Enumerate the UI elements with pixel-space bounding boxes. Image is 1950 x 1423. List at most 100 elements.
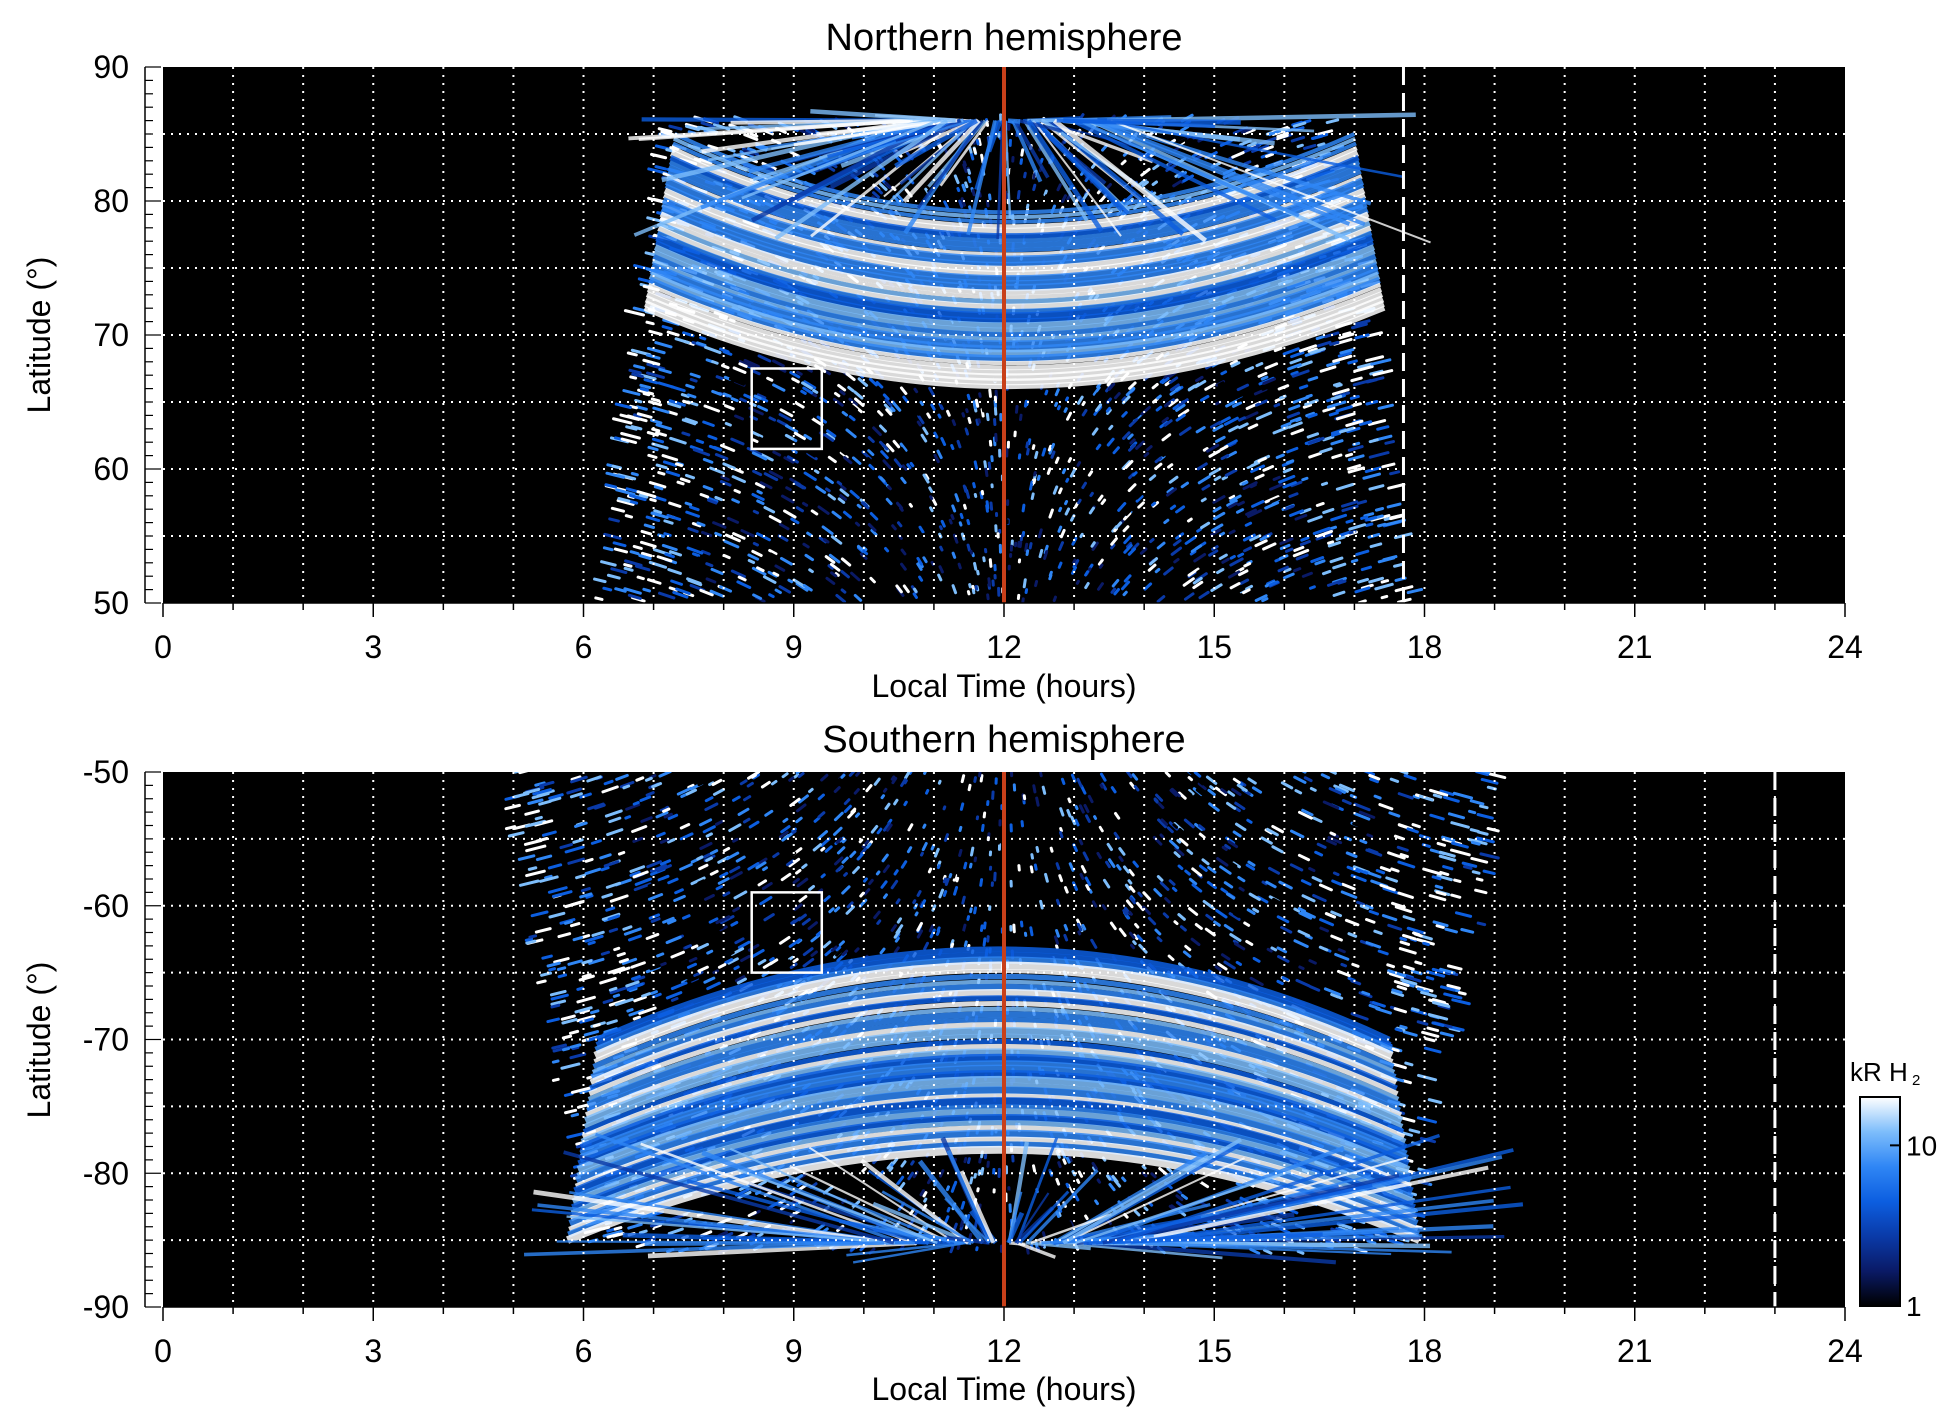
auroral-arc <box>595 951 1392 1048</box>
y-axis-label: Latitude (°) <box>21 257 57 414</box>
polar-streak <box>917 1159 985 1245</box>
x-tick-label: 0 <box>154 1333 172 1369</box>
y-tick-label: -80 <box>83 1155 129 1191</box>
auroral-arc <box>657 225 1372 310</box>
auroral-arc <box>571 1108 1416 1206</box>
auroral-arc <box>653 244 1376 329</box>
auroral-arc <box>579 1053 1408 1152</box>
polar-streak <box>638 119 913 141</box>
polar-streak <box>1007 118 1021 124</box>
auroral-arc <box>573 1097 1414 1195</box>
auroral-arc <box>656 230 1373 314</box>
auroral-arc <box>661 197 1368 282</box>
y-tick-label: 60 <box>93 451 129 487</box>
x-axis-label: Local Time (hours) <box>872 668 1137 704</box>
polar-streak <box>1018 118 1063 133</box>
x-tick-label: 6 <box>575 1333 593 1369</box>
polar-streak <box>1007 1191 1023 1244</box>
panel-title: Northern hemisphere <box>826 17 1183 59</box>
polar-streak <box>1130 1185 1511 1245</box>
polar-streak <box>1077 118 1300 218</box>
y-tick-label: -70 <box>83 1022 129 1058</box>
auroral-arc <box>659 216 1370 300</box>
polar-streak <box>533 1189 887 1246</box>
auroral-arc <box>648 276 1381 362</box>
auroral-arc <box>661 202 1368 286</box>
auroral-arc <box>579 1060 1408 1156</box>
polar-streak <box>741 119 939 200</box>
highlight-box <box>750 367 824 451</box>
auroral-arc <box>569 1125 1418 1222</box>
axes: 0 3 6 9 12 15 18 21 24 50 60 70 80 90 <box>93 49 1862 665</box>
polar-streak <box>1052 118 1208 243</box>
polar-streak <box>1054 1154 1209 1244</box>
polar-streak <box>966 120 997 236</box>
auroral-arc <box>594 956 1393 1054</box>
auroral-arc <box>667 164 1362 249</box>
auroral-arc <box>654 240 1375 324</box>
x-tick-label: 21 <box>1617 1333 1653 1369</box>
auroral-arc <box>574 1093 1413 1188</box>
polar-streak <box>750 118 943 223</box>
x-tick-label: 18 <box>1407 1333 1443 1369</box>
auroral-arc <box>586 1017 1401 1113</box>
polar-streak <box>1006 1211 1025 1244</box>
polar-streak <box>872 1201 973 1245</box>
auroral-arc <box>578 1064 1409 1163</box>
polar-streak <box>1110 119 1431 244</box>
x-tick-label: 18 <box>1407 629 1443 665</box>
southern-hemisphere-panel: 0 3 6 9 12 15 18 21 24 -90 -80 -70 -60 -50 Southern he… <box>21 719 1863 1407</box>
polar-streak <box>1026 1168 1099 1244</box>
polar-streak <box>1004 120 1012 219</box>
polar-streak <box>1115 1241 1452 1254</box>
polar-streak <box>810 119 957 238</box>
auroral-arc <box>568 1129 1419 1228</box>
x-tick-label: 15 <box>1196 629 1232 665</box>
polar-streak <box>881 119 975 210</box>
polar-streak <box>1071 118 1277 222</box>
auroral-arc <box>662 192 1367 277</box>
axes: 0 3 6 9 12 15 18 21 24 -90 -80 -70 -60 -50 <box>83 754 1863 1369</box>
y-axis-label: Latitude (°) <box>21 962 57 1119</box>
polar-streak <box>1133 1202 1524 1245</box>
y-tick-label: 50 <box>93 585 129 621</box>
polar-streak <box>902 119 981 203</box>
auroral-arc <box>650 262 1379 349</box>
auroral-arc <box>590 983 1397 1081</box>
polar-streak <box>1095 118 1372 206</box>
colorbar-tick-label: 10 <box>1906 1130 1937 1161</box>
x-axis-label: Local Time (hours) <box>872 1371 1137 1407</box>
auroral-arc <box>651 258 1378 342</box>
auroral-arc <box>588 1000 1399 1096</box>
auroral-arc <box>573 1104 1414 1199</box>
polar-streak <box>1013 119 1050 179</box>
auroral-arc <box>648 271 1381 358</box>
polar-streak <box>563 1150 895 1245</box>
polar-streak <box>871 119 972 152</box>
polar-streak <box>1026 119 1104 233</box>
auroral-arc <box>580 1048 1407 1147</box>
auroral-arc <box>589 995 1398 1091</box>
colorbar-label-subscript: 2 <box>1912 1072 1920 1089</box>
polar-streak <box>1023 119 1089 222</box>
y-tick-label: -50 <box>83 754 129 790</box>
auroral-arc <box>660 206 1369 292</box>
auroral-arc <box>589 989 1398 1087</box>
x-tick-label: 21 <box>1617 629 1653 665</box>
polar-streak <box>944 1197 991 1244</box>
polar-streak <box>748 118 941 174</box>
auroral-arc <box>649 267 1380 353</box>
y-tick-label: 70 <box>93 317 129 353</box>
auroral-arc <box>663 187 1366 272</box>
polar-streak <box>789 1164 951 1244</box>
polar-streak <box>1089 118 1351 226</box>
y-tick-label: -60 <box>83 888 129 924</box>
auroral-arc <box>583 1033 1404 1129</box>
polar-streak <box>810 109 956 123</box>
auroral-arc <box>591 979 1396 1074</box>
auroral-arc <box>567 1141 1420 1238</box>
auroral-arc <box>646 287 1383 371</box>
x-tick-label: 3 <box>364 1333 382 1369</box>
auroral-arc <box>664 183 1365 267</box>
